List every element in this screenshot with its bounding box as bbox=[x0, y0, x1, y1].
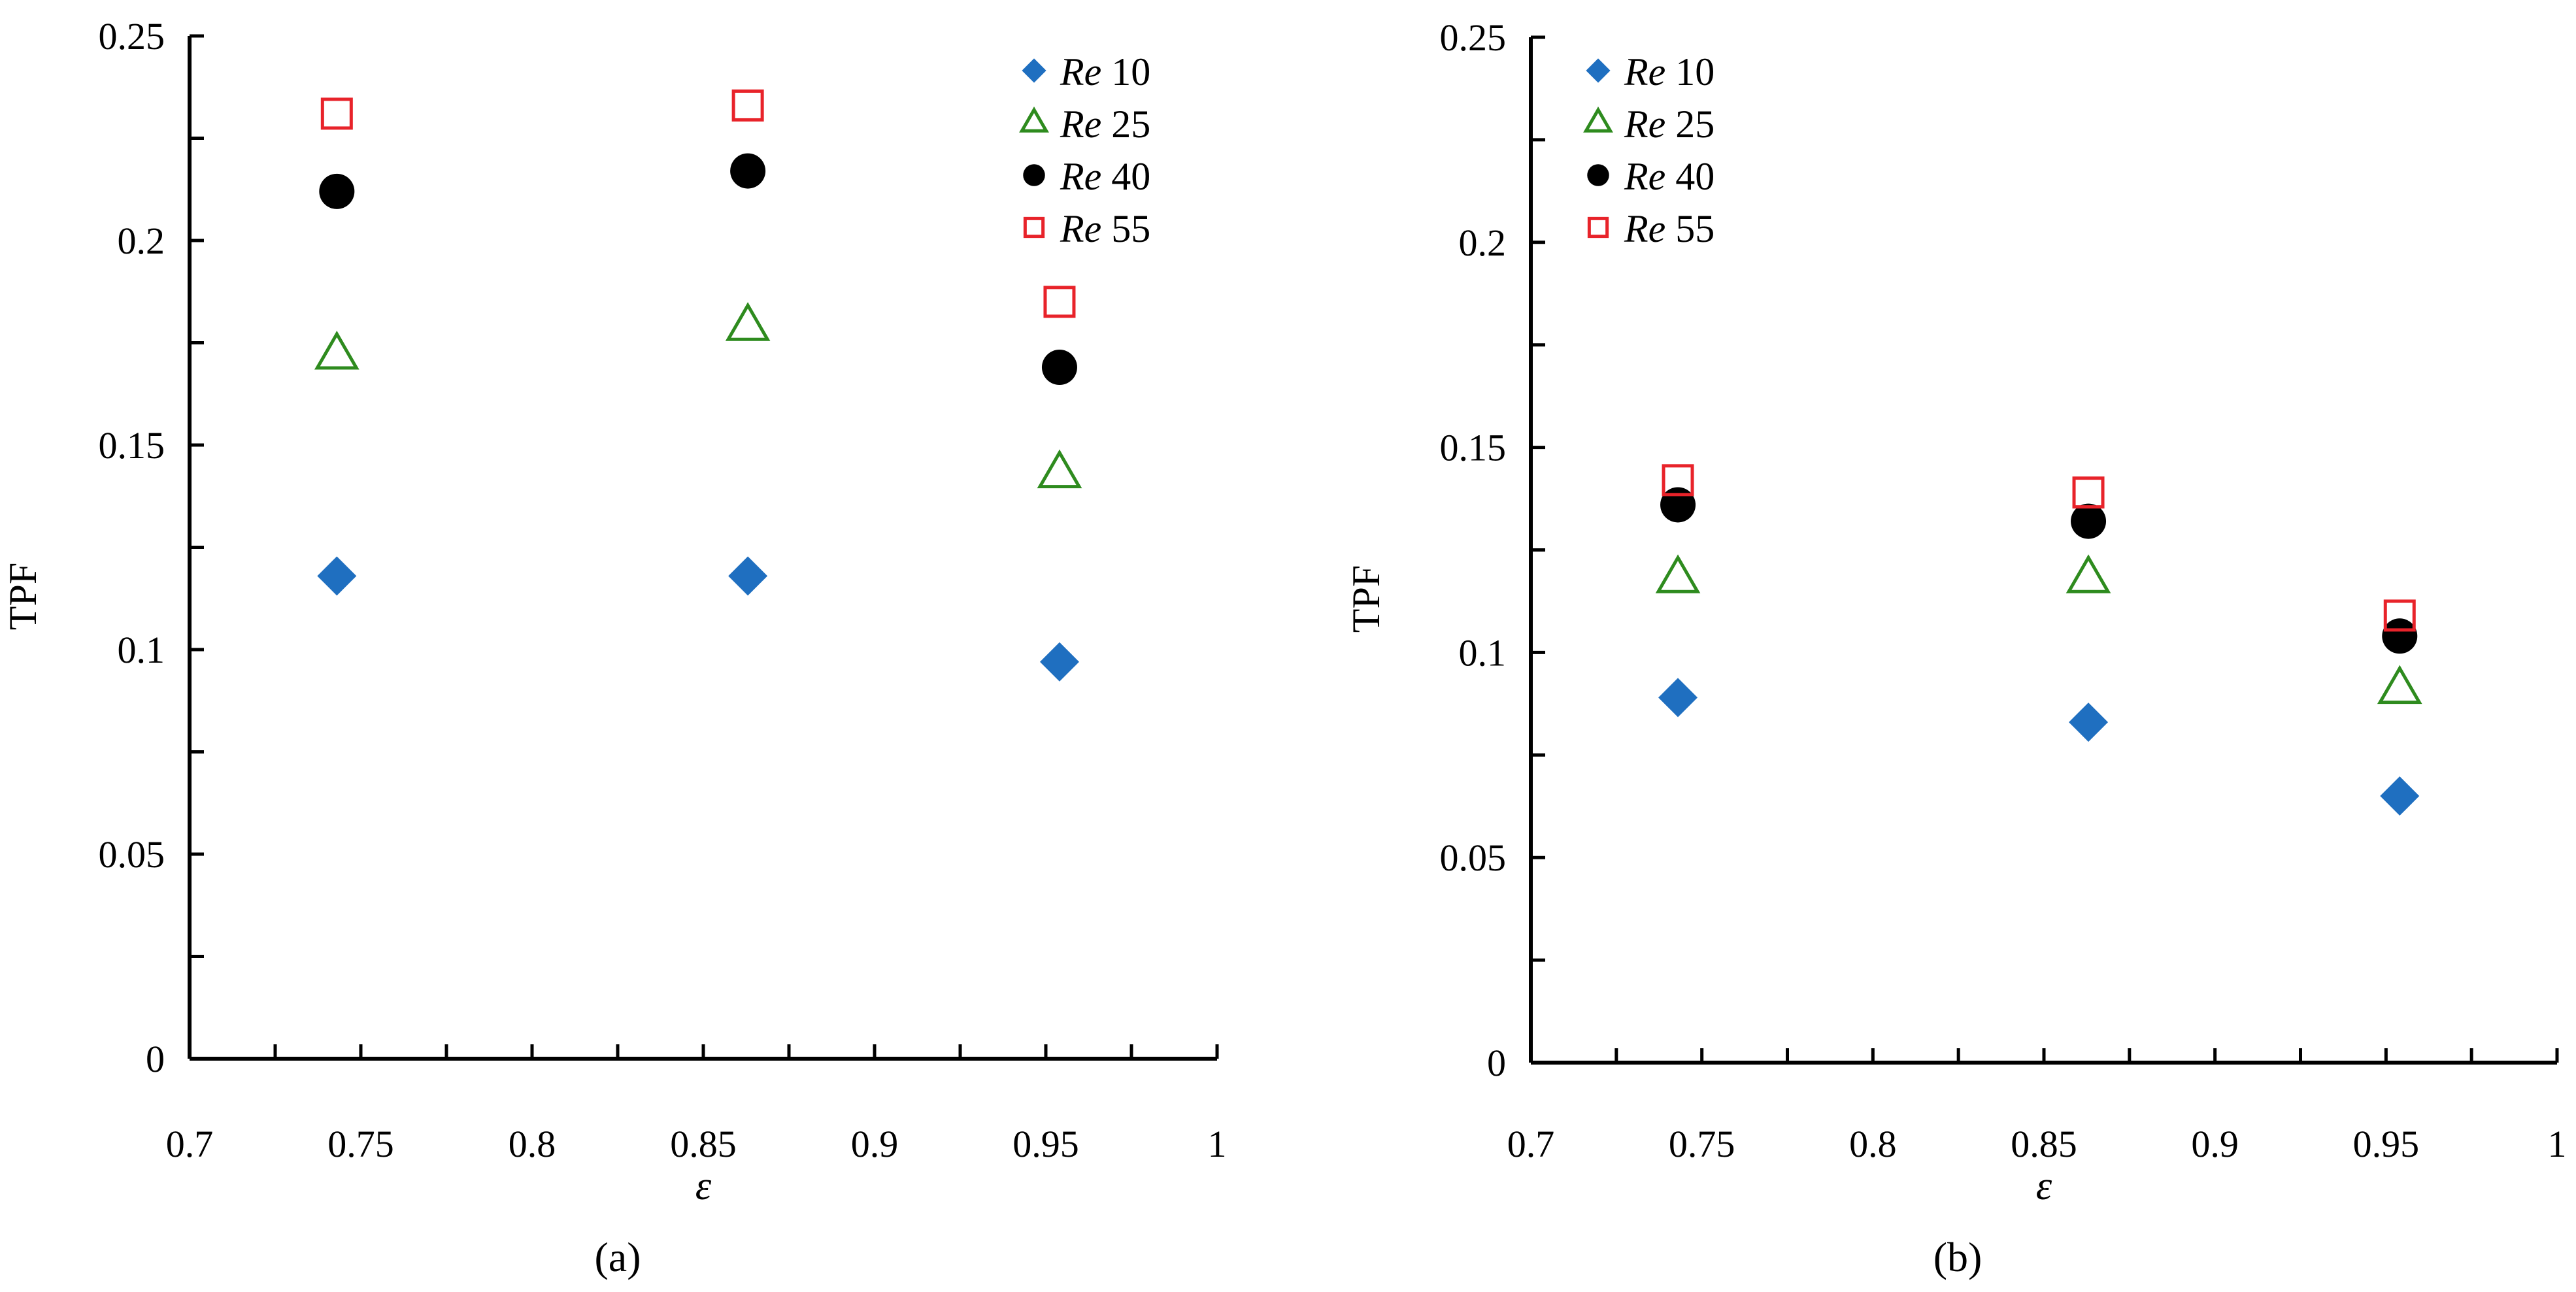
legend-label-re: Re bbox=[1624, 207, 1665, 250]
legend-label-re: Re bbox=[1060, 103, 1101, 146]
y-axis-title: TPF bbox=[1, 563, 44, 630]
y-tick-label: 0.15 bbox=[99, 424, 165, 467]
legend-label: Re 25 bbox=[1060, 103, 1150, 146]
x-axis-title: ε bbox=[695, 1164, 712, 1208]
x-tick-label: 0.75 bbox=[1669, 1123, 1735, 1165]
legend-label-re: Re bbox=[1624, 103, 1665, 146]
panel-b: 0 0.05 0.1 0.15 0.2 0.25 0.7 0.75 0.8 0.85 0.9 0.95… bbox=[1345, 16, 2567, 1280]
data-point-40 bbox=[730, 153, 766, 189]
legend-label-re: Re bbox=[1624, 155, 1665, 198]
data-point-25 bbox=[314, 331, 360, 370]
x-tick-label: 0.8 bbox=[509, 1123, 556, 1165]
legend-label: Re 40 bbox=[1624, 155, 1715, 198]
legend-marker bbox=[1583, 107, 1613, 133]
x-tick-label: 0.9 bbox=[851, 1123, 899, 1165]
legend-label-value: 40 bbox=[1101, 155, 1150, 198]
legend-label-value: 25 bbox=[1665, 103, 1715, 146]
legend-label-re: Re bbox=[1060, 50, 1101, 93]
legend-marker bbox=[1587, 216, 1609, 239]
x-tick-label: 0.95 bbox=[1012, 1123, 1079, 1165]
legend-label: Re 40 bbox=[1060, 155, 1150, 198]
data-point-10 bbox=[728, 556, 768, 596]
panel-label: (b) bbox=[1933, 1234, 1982, 1280]
x-tick-label: 0.9 bbox=[2191, 1123, 2239, 1165]
legend-label-value: 40 bbox=[1665, 155, 1715, 198]
data-point-25 bbox=[1655, 554, 1701, 593]
legend-label-re: Re bbox=[1060, 207, 1101, 250]
data-point-10 bbox=[1658, 678, 1698, 718]
y-tick-label: 0.2 bbox=[118, 220, 165, 262]
data-point-40 bbox=[319, 173, 355, 209]
data-point-55 bbox=[2383, 599, 2416, 632]
data-point-25 bbox=[1037, 449, 1082, 489]
legend-marker bbox=[1019, 107, 1049, 133]
y-tick-label: 0 bbox=[1487, 1042, 1506, 1084]
y-tick-label: 0.25 bbox=[99, 15, 165, 58]
y-tick-label: 0.15 bbox=[1440, 427, 1507, 469]
x-tick-label: 1 bbox=[1208, 1123, 1227, 1165]
data-point-25 bbox=[725, 302, 771, 341]
x-tick-label: 0.75 bbox=[327, 1123, 394, 1165]
data-point-25 bbox=[2066, 554, 2111, 593]
x-tick-label: 0.85 bbox=[2011, 1123, 2077, 1165]
data-point-10 bbox=[2069, 703, 2109, 742]
x-tick-label: 1 bbox=[2548, 1123, 2567, 1165]
legend-marker bbox=[1587, 164, 1609, 186]
x-axis-title: ε bbox=[2036, 1164, 2052, 1208]
x-tick-label: 0.85 bbox=[670, 1123, 737, 1165]
legend-label-value: 10 bbox=[1101, 50, 1150, 93]
data-point-55 bbox=[2072, 476, 2105, 509]
y-tick-label: 0.05 bbox=[1440, 836, 1507, 879]
y-tick-label: 0.05 bbox=[99, 833, 165, 876]
data-point-40 bbox=[2382, 618, 2418, 654]
data-point-55 bbox=[320, 97, 353, 130]
legend-label-value: 55 bbox=[1665, 207, 1715, 250]
x-tick-label: 0.8 bbox=[1849, 1123, 1897, 1165]
data-point-40 bbox=[1660, 487, 1696, 523]
legend-marker bbox=[1586, 58, 1611, 83]
data-point-25 bbox=[2377, 665, 2422, 704]
data-point-10 bbox=[1039, 642, 1079, 682]
legend-label: Re 10 bbox=[1060, 50, 1150, 93]
data-point-10 bbox=[317, 556, 357, 596]
legend-label: Re 55 bbox=[1624, 207, 1715, 250]
panel-label: (a) bbox=[594, 1234, 641, 1280]
y-tick-label: 0.2 bbox=[1459, 222, 1507, 264]
panel-a: 0 0.05 0.1 0.15 0.2 0.25 0.7 0.75 0.8 0.85 0.9 0.95… bbox=[1, 15, 1227, 1280]
data-point-55 bbox=[1662, 464, 1694, 497]
y-tick-label: 0.1 bbox=[118, 629, 165, 671]
y-tick-label: 0 bbox=[146, 1038, 165, 1080]
legend-label-re: Re bbox=[1624, 50, 1665, 93]
data-point-40 bbox=[2071, 503, 2107, 539]
data-point-10 bbox=[2380, 776, 2420, 816]
y-tick-label: 0.25 bbox=[1440, 16, 1507, 59]
legend-label-value: 25 bbox=[1101, 103, 1150, 146]
y-tick-label: 0.1 bbox=[1459, 631, 1507, 674]
data-point-55 bbox=[1043, 286, 1076, 318]
data-point-40 bbox=[1041, 350, 1077, 386]
legend-label-value: 10 bbox=[1665, 50, 1715, 93]
y-axis-title: TPF bbox=[1345, 565, 1388, 633]
legend-label: Re 55 bbox=[1060, 207, 1150, 250]
data-point-55 bbox=[731, 89, 764, 122]
legend-marker bbox=[1023, 216, 1045, 239]
legend-label: Re 25 bbox=[1624, 103, 1715, 146]
legend-label-re: Re bbox=[1060, 155, 1101, 198]
legend-marker bbox=[1022, 58, 1046, 83]
x-tick-label: 0.7 bbox=[1507, 1123, 1555, 1165]
x-tick-label: 0.95 bbox=[2353, 1123, 2420, 1165]
legend-label-value: 55 bbox=[1101, 207, 1150, 250]
legend-marker bbox=[1023, 164, 1045, 186]
x-tick-label: 0.7 bbox=[166, 1123, 214, 1165]
legend-label: Re 10 bbox=[1624, 50, 1715, 93]
